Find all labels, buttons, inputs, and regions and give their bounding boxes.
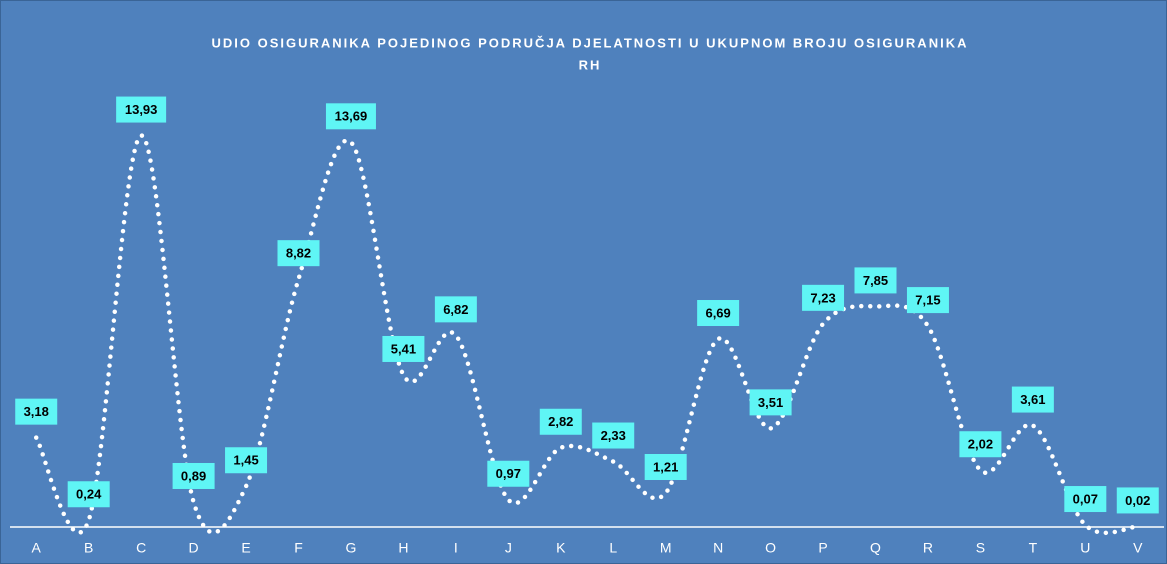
data-label: 6,69 — [705, 305, 730, 320]
data-label-box — [644, 453, 687, 480]
data-label-box — [172, 462, 215, 489]
data-label-box — [325, 103, 376, 130]
data-label: 7,23 — [810, 290, 835, 305]
data-label: 0,97 — [496, 466, 521, 481]
data-label: 3,61 — [1020, 392, 1045, 407]
data-label: 3,51 — [758, 395, 783, 410]
x-tick-label: K — [556, 540, 566, 556]
x-tick-label: U — [1080, 540, 1090, 556]
data-label-box — [959, 431, 1002, 458]
x-tick-label: L — [609, 540, 617, 556]
data-label-box — [1011, 386, 1054, 413]
x-tick-label: T — [1029, 540, 1038, 556]
data-label-box — [1064, 486, 1107, 513]
data-label: 0,24 — [76, 487, 102, 502]
x-tick-label: A — [32, 540, 42, 556]
data-label: 7,15 — [915, 293, 940, 308]
data-label: 1,21 — [653, 459, 678, 474]
data-label: 2,02 — [968, 437, 993, 452]
x-tick-label: N — [713, 540, 723, 556]
data-label-box — [1116, 487, 1159, 514]
x-tick-label: C — [136, 540, 146, 556]
x-tick-label: G — [346, 540, 357, 556]
chart-title: RH — [579, 57, 602, 72]
x-tick-label: Q — [870, 540, 881, 556]
x-tick-label: E — [241, 540, 250, 556]
data-label: 8,82 — [286, 246, 311, 261]
data-label: 13,69 — [335, 109, 368, 124]
data-label: 1,45 — [233, 453, 258, 468]
data-label: 6,82 — [443, 302, 468, 317]
data-label-box — [434, 296, 477, 323]
data-label-box — [697, 300, 740, 327]
data-label: 2,82 — [548, 414, 573, 429]
data-label: 5,41 — [391, 341, 416, 356]
data-label-box — [802, 284, 845, 311]
data-label: 7,85 — [863, 273, 888, 288]
data-label-box — [539, 408, 582, 435]
data-label-box — [487, 460, 530, 487]
x-tick-label: V — [1133, 540, 1143, 556]
x-tick-label: R — [923, 540, 933, 556]
data-label: 3,18 — [24, 404, 49, 419]
data-label-box — [592, 422, 635, 449]
x-tick-label: B — [84, 540, 93, 556]
x-tick-label: H — [398, 540, 408, 556]
x-tick-label: F — [294, 540, 303, 556]
data-label: 0,07 — [1073, 491, 1098, 506]
data-label-box — [749, 389, 792, 416]
data-label-box — [225, 447, 268, 474]
x-tick-label: S — [976, 540, 985, 556]
x-tick-label: M — [660, 540, 672, 556]
data-label: 0,89 — [181, 468, 206, 483]
data-label-box — [854, 267, 897, 294]
data-label-box — [382, 335, 425, 362]
x-tick-label: J — [505, 540, 512, 556]
data-label: 0,02 — [1125, 493, 1150, 508]
data-label: 2,33 — [601, 428, 626, 443]
x-tick-label: O — [765, 540, 776, 556]
data-label-box — [15, 398, 58, 425]
chart-title: UDIO OSIGURANIKA POJEDINOG PODRUČJA DJEL… — [212, 35, 969, 50]
data-label: 13,93 — [125, 102, 158, 117]
x-tick-label: P — [818, 540, 827, 556]
data-label-box — [67, 481, 110, 508]
data-label-box — [277, 240, 320, 267]
x-tick-label: I — [454, 540, 458, 556]
data-label-box — [906, 287, 949, 314]
data-label-box — [116, 96, 167, 123]
x-tick-label: D — [189, 540, 199, 556]
